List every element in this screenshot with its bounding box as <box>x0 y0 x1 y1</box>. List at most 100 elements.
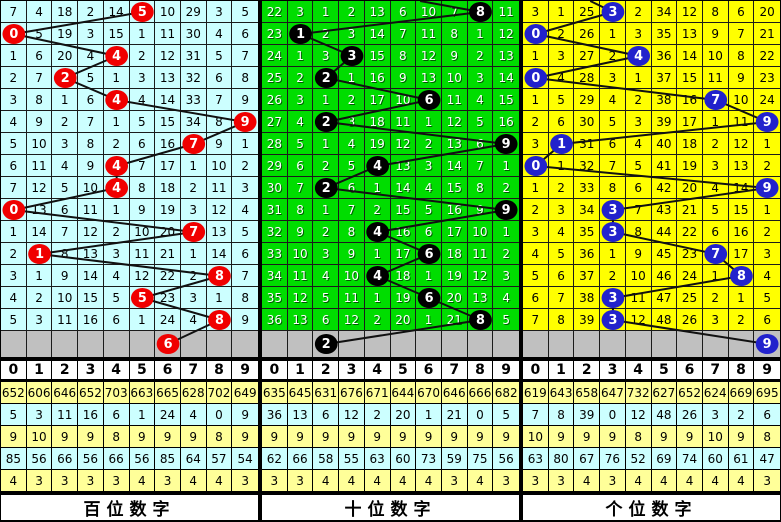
pending-cell <box>651 331 678 357</box>
trend-cell: 14 <box>206 243 233 265</box>
trend-cell: 2 <box>339 1 365 23</box>
trend-cell: 5 <box>206 45 233 67</box>
stat-cell: 9 <box>287 426 314 448</box>
pending-cell <box>129 331 156 357</box>
trend-cell: 9 <box>26 111 53 133</box>
trend-cell: 5 <box>625 155 652 177</box>
stat-cell: 69 <box>651 448 678 470</box>
trend-cell: 18 <box>441 243 468 265</box>
trend-cell: 8 <box>232 287 258 309</box>
stat-cell: 9 <box>180 426 207 448</box>
trend-grid-units: 3 1 25 2 34 12 8 6 20 2 26 1 3 35 13 9 7 21 1 3 27 2 36 14 10 8 22… <box>523 1 780 357</box>
trend-cell: 1 <box>467 23 494 45</box>
trend-cell: 3 <box>26 309 53 331</box>
panel-units: 3 1 25 2 34 12 8 6 20 2 26 1 3 35 13 9 7 21 1 3 27 2 36 14 10 8 22… <box>523 1 780 521</box>
stat-cell: 3 <box>287 470 314 492</box>
trend-cell: 1 <box>523 89 549 111</box>
trend-cell: 2 <box>548 177 575 199</box>
stat-cell: 4 <box>677 470 703 492</box>
trend-cell: 11 <box>625 287 652 309</box>
trend-cell: 33 <box>180 89 207 111</box>
trend-cell: 10 <box>339 265 365 287</box>
trend-cell: 2 <box>548 23 575 45</box>
stat-cell: 645 <box>287 382 314 404</box>
trend-cell <box>523 155 549 177</box>
trend-cell: 34 <box>651 1 678 23</box>
trend-cell: 34 <box>574 199 601 221</box>
trend-cell: 8 <box>232 67 258 89</box>
trend-cell: 23 <box>155 287 181 309</box>
trend-cell <box>493 133 519 155</box>
trend-cell: 2 <box>287 67 314 89</box>
pending-cell <box>206 331 233 357</box>
pending-cell <box>754 331 780 357</box>
stat-cell: 9 <box>467 426 494 448</box>
stat-cell: 619 <box>523 382 549 404</box>
trend-cell: 9 <box>390 67 417 89</box>
trend-cell: 17 <box>677 111 703 133</box>
trend-cell: 5 <box>232 1 258 23</box>
stat-cell: 4 <box>180 404 207 426</box>
trend-cell: 8 <box>78 133 104 155</box>
trend-cell <box>416 243 442 265</box>
trend-cell: 39 <box>574 309 601 331</box>
trend-cell: 3 <box>52 133 79 155</box>
trend-cell <box>206 265 233 287</box>
panel-title: 个位数字 <box>523 492 780 520</box>
trend-cell: 4 <box>523 243 549 265</box>
trend-cell: 5 <box>313 287 340 309</box>
trend-cell: 1 <box>232 133 258 155</box>
digit-header-cell: 2 <box>574 361 601 379</box>
trend-cell: 30 <box>574 111 601 133</box>
stat-cell: 0 <box>206 404 233 426</box>
trend-cell: 2 <box>180 177 207 199</box>
trend-cell: 13 <box>493 45 519 67</box>
digit-header-cell: 8 <box>468 361 494 379</box>
pending-cell <box>180 331 207 357</box>
stat-cell: 682 <box>493 382 519 404</box>
trend-cell: 36 <box>574 243 601 265</box>
trend-cell: 2 <box>754 155 780 177</box>
trend-cell <box>600 199 626 221</box>
trend-cell: 18 <box>52 1 79 23</box>
trend-cell <box>103 45 130 67</box>
trend-cell: 7 <box>467 155 494 177</box>
trend-cell: 1 <box>103 67 130 89</box>
trend-cell: 1 <box>339 67 365 89</box>
trend-cell: 2 <box>1 243 27 265</box>
trend-cell: 1 <box>416 111 442 133</box>
stat-cell: 3 <box>26 404 53 426</box>
trend-cell: 19 <box>155 199 181 221</box>
pending-cell <box>441 331 468 357</box>
stat-cell: 9 <box>364 426 391 448</box>
stat-cell: 4 <box>574 470 601 492</box>
trend-cell: 3 <box>548 45 575 67</box>
stat-cell: 4 <box>625 470 652 492</box>
trend-cell: 22 <box>754 45 780 67</box>
trend-cell <box>1 199 27 221</box>
trend-cell <box>600 287 626 309</box>
trend-cell: 5 <box>493 309 519 331</box>
stat-cell: 635 <box>262 382 288 404</box>
pending-cell <box>702 331 729 357</box>
trend-cell <box>548 133 575 155</box>
trend-cell: 2 <box>600 265 626 287</box>
trend-cell: 4 <box>206 23 233 45</box>
stat-cell: 6 <box>754 404 780 426</box>
trend-cell: 9 <box>78 155 104 177</box>
trend-cell <box>129 1 156 23</box>
pending-row <box>262 331 519 357</box>
stat-cell: 1 <box>416 404 442 426</box>
trend-cell: 44 <box>651 221 678 243</box>
trend-cell: 1 <box>548 155 575 177</box>
trend-cell: 15 <box>677 67 703 89</box>
stat-cell: 9 <box>390 426 417 448</box>
trend-cell: 3 <box>103 243 130 265</box>
stat-cell: 4 <box>206 470 233 492</box>
trend-cell: 3 <box>1 265 27 287</box>
trend-cell: 35 <box>651 23 678 45</box>
stat-cell: 13 <box>287 404 314 426</box>
trend-cell: 2 <box>493 243 519 265</box>
digit-header-cell: 3 <box>339 361 365 379</box>
trend-cell: 1 <box>493 221 519 243</box>
